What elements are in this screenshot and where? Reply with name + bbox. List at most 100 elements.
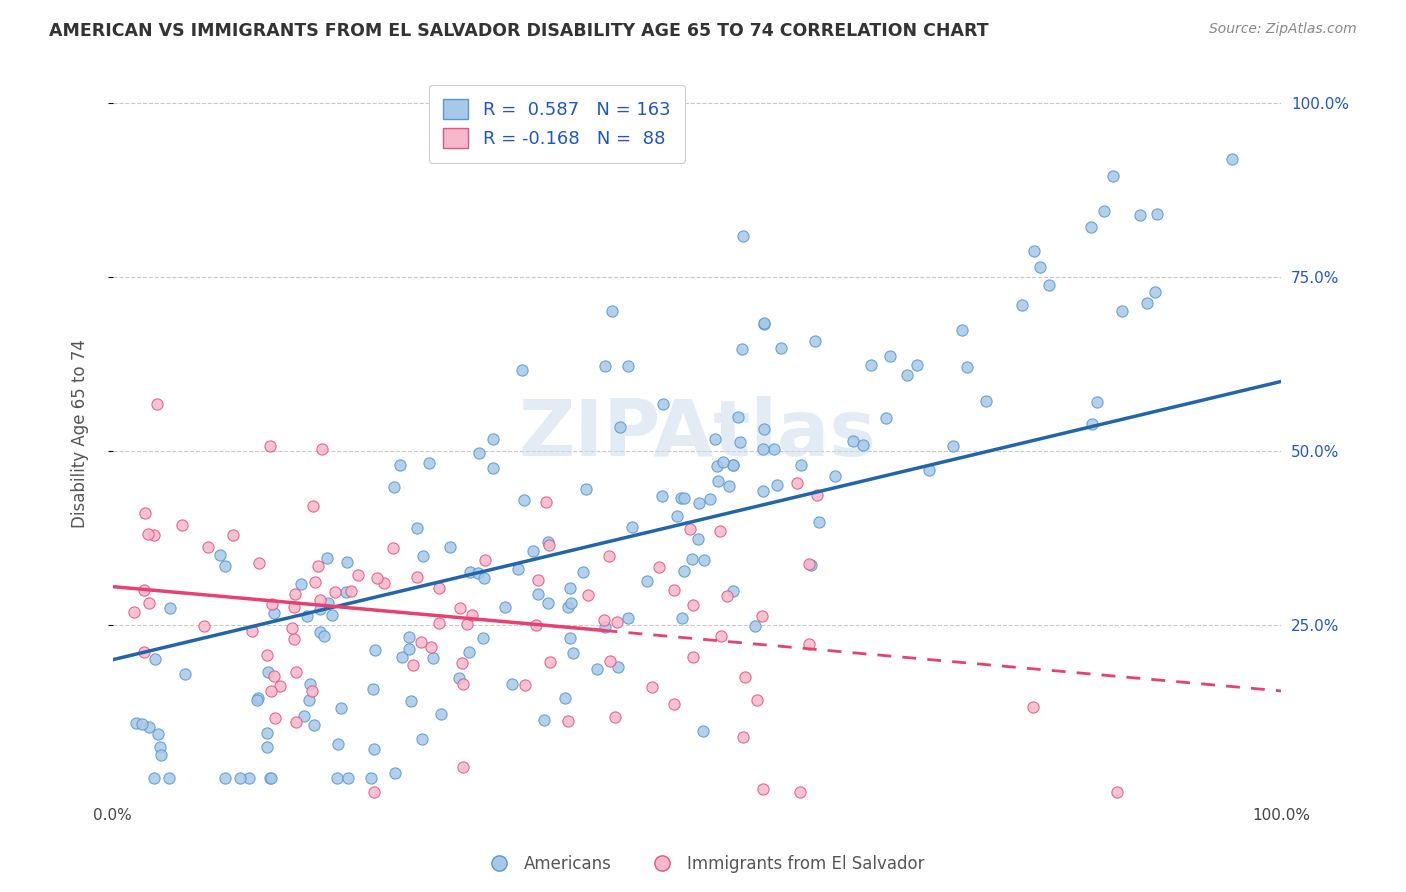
Point — [150, 747, 173, 762]
Point — [427, 581, 450, 595]
Point — [302, 499, 325, 513]
Point — [666, 509, 689, 524]
Point — [256, 726, 278, 740]
Point — [222, 527, 245, 541]
Point — [651, 489, 673, 503]
Point — [461, 608, 484, 623]
Point — [283, 632, 305, 647]
Point — [752, 484, 775, 499]
Point — [1111, 304, 1133, 318]
Point — [799, 557, 821, 571]
Point — [731, 342, 754, 356]
Point — [575, 482, 598, 496]
Point — [384, 765, 406, 780]
Point — [336, 555, 359, 569]
Point — [134, 506, 156, 520]
Y-axis label: Disability Age 65 to 74: Disability Age 65 to 74 — [72, 339, 89, 528]
Point — [616, 611, 638, 625]
Point — [557, 714, 579, 728]
Point — [125, 716, 148, 731]
Point — [621, 519, 644, 533]
Point — [256, 648, 278, 663]
Point — [513, 493, 536, 508]
Point — [752, 782, 775, 797]
Point — [699, 492, 721, 507]
Point — [260, 771, 283, 785]
Point — [229, 771, 252, 785]
Point — [744, 619, 766, 633]
Point — [482, 432, 505, 446]
Point — [297, 609, 319, 624]
Point — [284, 714, 307, 729]
Point — [1143, 285, 1166, 300]
Point — [316, 550, 339, 565]
Point — [304, 575, 326, 590]
Point — [671, 610, 693, 624]
Point — [260, 683, 283, 698]
Point — [716, 590, 738, 604]
Point — [769, 341, 792, 355]
Point — [269, 679, 291, 693]
Point — [460, 565, 482, 579]
Point — [314, 629, 336, 643]
Point — [482, 460, 505, 475]
Point — [501, 677, 523, 691]
Point — [360, 771, 382, 785]
Point — [138, 720, 160, 734]
Point — [308, 624, 330, 639]
Point — [527, 573, 550, 587]
Point — [672, 491, 695, 505]
Point — [259, 771, 281, 785]
Point — [609, 420, 631, 434]
Point — [1136, 296, 1159, 310]
Point — [896, 368, 918, 383]
Point — [451, 760, 474, 774]
Point — [664, 582, 686, 597]
Point — [606, 615, 628, 629]
Point — [557, 599, 579, 614]
Point — [307, 559, 329, 574]
Point — [494, 600, 516, 615]
Point — [263, 711, 285, 725]
Point — [703, 433, 725, 447]
Point — [607, 660, 630, 674]
Point — [651, 396, 673, 410]
Point — [411, 635, 433, 649]
Point — [472, 570, 495, 584]
Point — [159, 601, 181, 615]
Point — [974, 393, 997, 408]
Point — [193, 619, 215, 633]
Point — [363, 742, 385, 756]
Point — [727, 410, 749, 425]
Point — [786, 475, 808, 490]
Point — [316, 596, 339, 610]
Point — [346, 567, 368, 582]
Point — [1092, 203, 1115, 218]
Point — [586, 662, 609, 676]
Point — [641, 680, 664, 694]
Point — [453, 677, 475, 691]
Point — [298, 692, 321, 706]
Point — [706, 474, 728, 488]
Point — [603, 709, 626, 723]
Point — [148, 726, 170, 740]
Point — [247, 557, 270, 571]
Point — [1220, 152, 1243, 166]
Point — [391, 650, 413, 665]
Point — [751, 609, 773, 624]
Point — [1105, 785, 1128, 799]
Point — [439, 540, 461, 554]
Point — [879, 349, 901, 363]
Point — [721, 458, 744, 473]
Point — [429, 615, 451, 630]
Point — [1022, 699, 1045, 714]
Point — [157, 771, 180, 785]
Point — [468, 446, 491, 460]
Legend: Americans, Immigrants from El Salvador: Americans, Immigrants from El Salvador — [475, 848, 931, 880]
Point — [662, 697, 685, 711]
Point — [681, 552, 703, 566]
Point — [593, 620, 616, 634]
Point — [558, 581, 581, 595]
Point — [321, 608, 343, 623]
Point — [851, 438, 873, 452]
